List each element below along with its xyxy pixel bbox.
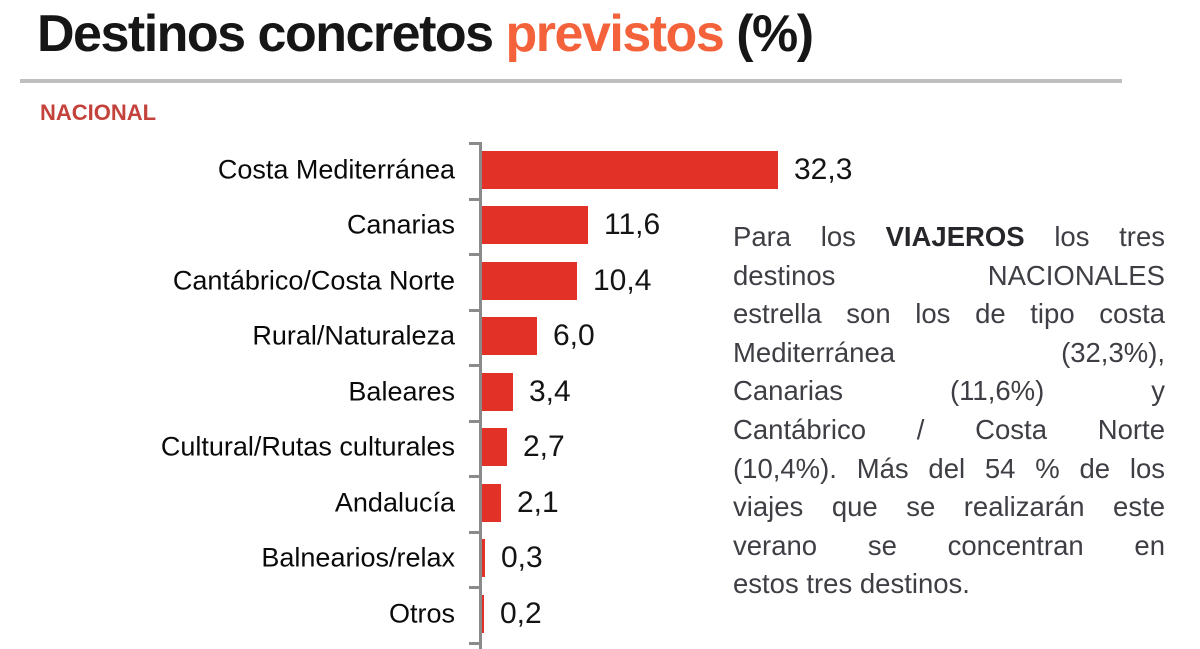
category-label: Costa Mediterránea	[217, 154, 455, 185]
bar-value-label: 32,3	[794, 152, 853, 186]
paragraph-line: Mediterránea (32,3%),	[733, 334, 1165, 373]
axis-tick	[469, 198, 479, 201]
bar-value-label: 10,4	[593, 263, 652, 297]
chart-row: Andalucía 2,1	[0, 475, 800, 531]
bar	[482, 594, 484, 633]
bar-value-label: 0,2	[500, 596, 542, 630]
paragraph-text: estos tres destinos.	[733, 568, 970, 600]
bar	[482, 261, 577, 300]
paragraph-text: Cantábrico / Costa Norte	[733, 413, 1165, 445]
bar	[482, 372, 513, 411]
axis-tick	[469, 531, 479, 534]
category-label: Andalucía	[334, 487, 455, 518]
bar	[482, 539, 485, 577]
bar-value-label: 0,3	[501, 541, 543, 575]
bar-value-label: 11,6	[604, 208, 661, 242]
paragraph-text: estrella son los de tipo costa	[733, 298, 1165, 330]
title-part-black-1: Destinos concretos	[37, 5, 506, 63]
bar	[482, 150, 778, 189]
chart-row: Cultural/Rutas culturales 2,7	[0, 420, 800, 476]
paragraph-line: Canarias (11,6%) y	[733, 372, 1165, 411]
paragraph-text: los tres	[1024, 221, 1165, 252]
category-label: Canarias	[346, 209, 455, 240]
chart-row: Cantábrico/Costa Norte 10,4	[0, 253, 800, 309]
paragraph-line: (10,4%). Más del 54 % de los	[733, 450, 1165, 489]
category-label: Cantábrico/Costa Norte	[172, 265, 455, 296]
paragraph-text: verano se concentran en	[733, 529, 1165, 561]
paragraph-line: viajes que se realizarán este	[733, 488, 1165, 527]
bar	[482, 317, 537, 355]
bar-value-label: 2,7	[523, 430, 565, 464]
paragraph-bold-word: VIAJEROS	[885, 221, 1025, 252]
bar-value-label: 2,1	[517, 485, 559, 519]
category-label: Baleares	[348, 376, 455, 407]
chart-row: Rural/Naturaleza 6,0	[0, 309, 800, 365]
axis-tick	[469, 364, 479, 367]
category-label: Rural/Naturaleza	[252, 320, 455, 351]
paragraph-text: Canarias (11,6%) y	[733, 375, 1165, 407]
axis-tick	[469, 475, 479, 478]
paragraph-line: destinos NACIONALES	[733, 257, 1165, 296]
paragraph-line: verano se concentran en	[733, 527, 1165, 566]
category-label: Otros	[388, 598, 455, 629]
chart-row: Balnearios/relax 0,3	[0, 531, 800, 587]
paragraph-text: destinos NACIONALES	[733, 259, 1165, 291]
axis-tick	[469, 420, 479, 423]
bar-chart: Costa Mediterránea 32,3 Canarias 11,6 Cantáb…	[0, 142, 852, 649]
paragraph-line: Cantábrico / Costa Norte	[733, 411, 1165, 450]
chart-row: Costa Mediterránea 32,3	[0, 142, 852, 198]
title-part-accent: previstos	[505, 5, 725, 63]
axis-tick	[469, 642, 479, 645]
paragraph-line: estrella son los de tipo costa	[733, 295, 1165, 334]
bar-value-label: 3,4	[529, 374, 571, 408]
chart-row: Otros 0,2	[0, 586, 800, 642]
bar-value-label: 6,0	[553, 319, 595, 353]
title-part-black-2: (%)	[723, 5, 814, 63]
chart-row: Canarias 11,6	[0, 198, 800, 254]
paragraph-text: viajes que se realizarán este	[733, 491, 1165, 523]
commentary-paragraph: Para los VIAJEROS los tres destinos NACIO…	[733, 218, 1165, 604]
axis-tick	[469, 253, 479, 256]
title-divider	[20, 79, 1122, 83]
section-label-nacional: NACIONAL	[40, 100, 157, 125]
bar	[482, 428, 507, 466]
page-title: Destinos concretos previstos (%)	[37, 5, 814, 63]
chart-row: Baleares 3,4	[0, 364, 800, 420]
axis-tick	[469, 142, 479, 145]
axis-tick	[469, 586, 479, 589]
category-label: Cultural/Rutas culturales	[160, 431, 455, 462]
bar	[482, 483, 501, 522]
paragraph-text: Mediterránea (32,3%),	[733, 336, 1165, 368]
paragraph-text: (10,4%). Más del 54 % de los	[733, 452, 1165, 484]
paragraph-text: Para los	[733, 221, 886, 252]
category-axis-line	[479, 142, 482, 649]
bar	[482, 206, 588, 244]
paragraph-line: Para los VIAJEROS los tres	[733, 218, 1165, 257]
paragraph-line: estos tres destinos.	[733, 565, 1165, 604]
category-label: Balnearios/relax	[261, 542, 455, 573]
axis-tick	[469, 309, 479, 312]
